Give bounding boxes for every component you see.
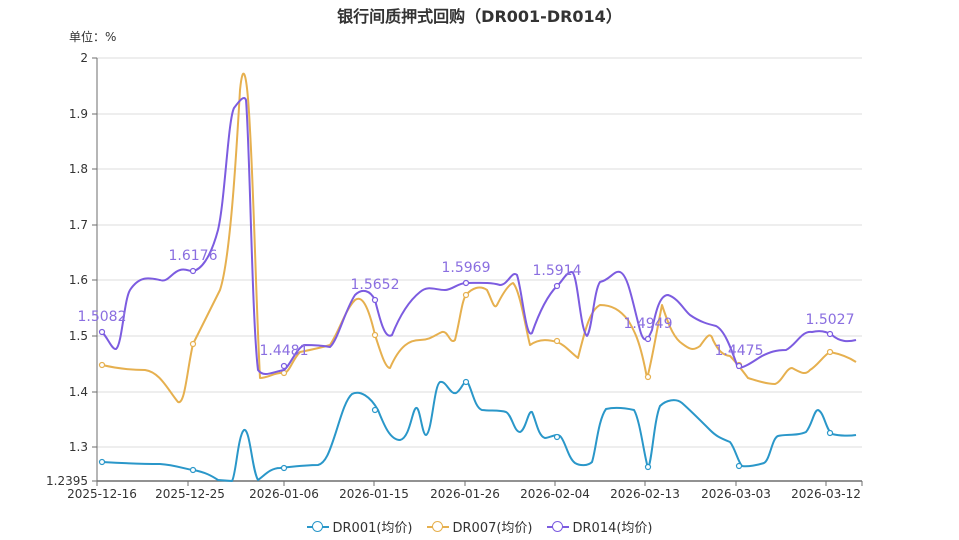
y-tick-label: 2 [80,51,88,65]
series-dr007-markers [98,291,834,381]
legend-item-dr001[interactable]: DR001(均价) [306,517,413,536]
data-label: 1.5652 [351,277,400,293]
chart-legend: DR001(均价) DR007(均价) DR014(均价) [0,517,959,536]
data-label: 1.4949 [624,316,673,332]
x-axis: 2025-12-16 2025-12-25 2026-01-06 2026-01… [67,480,863,501]
data-label: 1.5027 [806,312,855,328]
line-circle-icon [426,520,449,533]
y-tick-label: 1.2395 [46,474,88,488]
legend-label: DR001(均价) [332,521,413,536]
x-tick-label: 2026-01-06 [249,487,319,501]
line-circle-icon [546,520,569,533]
data-label: 1.6176 [169,248,218,264]
x-tick-label: 2026-03-03 [701,487,771,501]
y-axis: 2 1.9 1.8 1.7 1.6 1.5 1.4 1.3 1.2395 [46,51,98,488]
line-circle-icon [306,520,329,533]
series-dr001-line [101,380,857,482]
y-tick-label: 1.7 [69,218,88,232]
data-label: 1.5969 [442,260,491,276]
legend-item-dr007[interactable]: DR007(均价) [426,517,533,536]
data-label: 1.5082 [78,309,127,325]
x-tick-label: 2025-12-16 [67,487,137,501]
series-dr007-line [101,72,857,403]
x-tick-label: 2025-12-25 [155,487,225,501]
x-tick-label: 2026-01-26 [430,487,500,501]
x-tick-label: 2026-02-04 [520,487,590,501]
y-tick-label: 1.3 [69,440,88,454]
y-tick-label: 1.5 [69,329,88,343]
data-labels: 1.5082 1.6176 1.4481 1.5652 1.5969 1.591… [78,248,855,359]
data-label: 1.5914 [533,263,582,279]
x-tick-label: 2026-03-12 [791,487,861,501]
y-tick-label: 1.4 [69,385,88,399]
data-label: 1.4475 [715,343,764,359]
legend-item-dr014[interactable]: DR014(均价) [546,517,653,536]
y-tick-label: 1.9 [69,107,88,121]
y-tick-label: 1.6 [69,273,88,287]
series-dr014-markers [98,267,834,370]
x-tick-label: 2026-02-13 [610,487,680,501]
data-label: 1.4481 [260,343,309,359]
chart-title: 银行间质押式回购（DR001-DR014） [337,7,622,26]
legend-label: DR007(均价) [452,521,533,536]
y-axis-unit-label: 单位：% [69,30,117,44]
series-dr014-line [101,97,857,376]
series-dr001-markers [98,378,834,474]
gridlines [97,57,862,448]
y-tick-label: 1.8 [69,162,88,176]
x-tick-label: 2026-01-15 [339,487,409,501]
legend-label: DR014(均价) [572,521,653,536]
